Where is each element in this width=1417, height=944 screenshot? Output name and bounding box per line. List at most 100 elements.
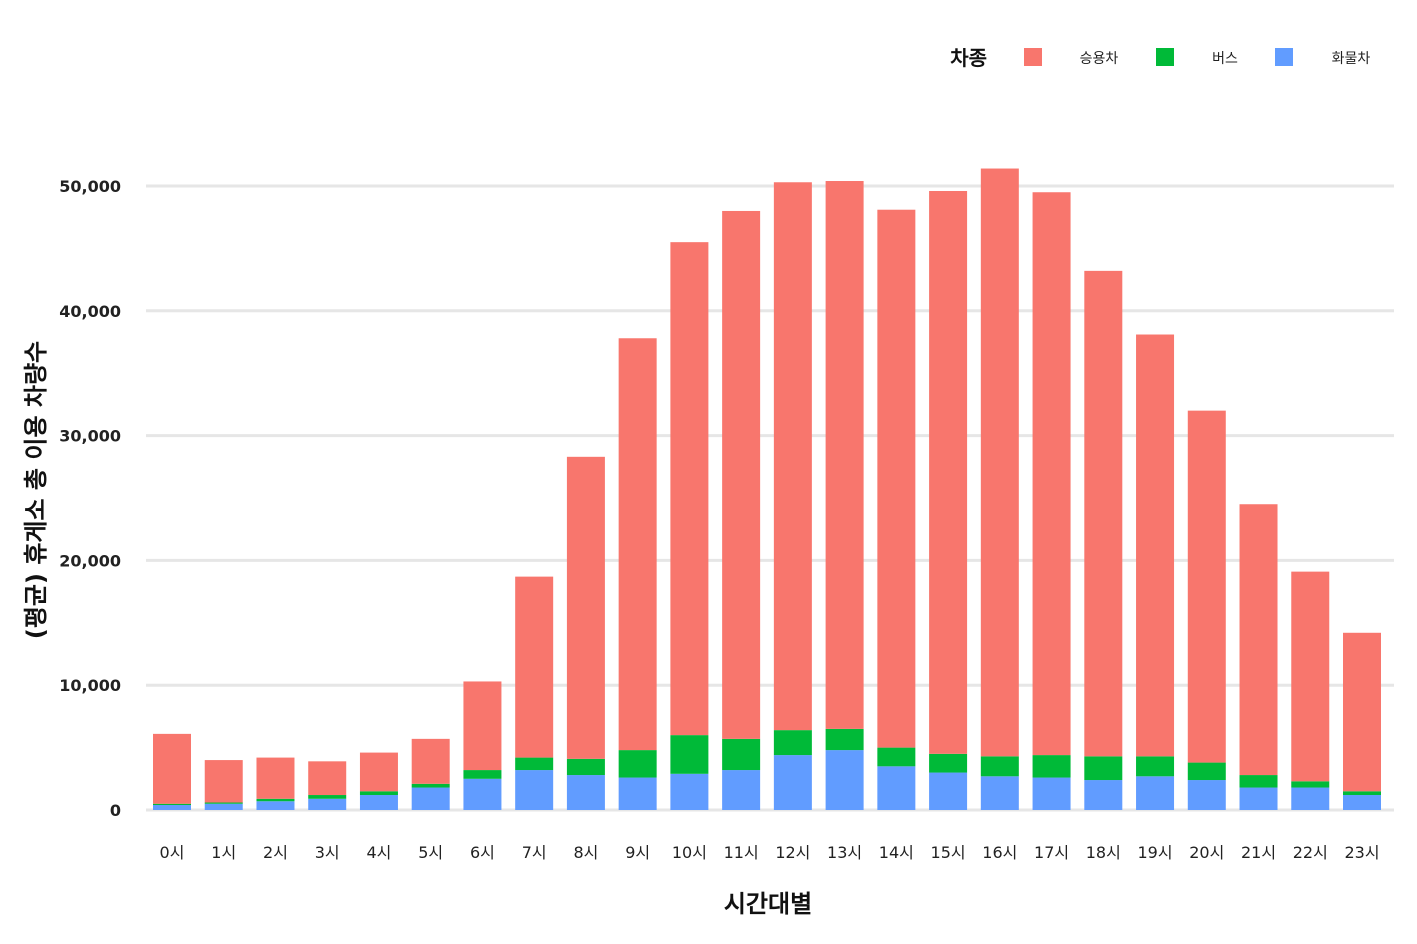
x-tick-label: 5시	[418, 843, 443, 862]
bar-segment-화물차-13시	[825, 750, 864, 810]
x-tick-label: 17시	[1034, 843, 1069, 862]
bar-segment-승용차-20시	[1187, 410, 1226, 763]
bar-segment-버스-10시	[670, 735, 709, 774]
bar-segment-화물차-4시	[359, 795, 398, 810]
bar-segment-승용차-18시	[1084, 270, 1123, 757]
bar-segment-화물차-22시	[1291, 787, 1330, 810]
bar-segment-화물차-16시	[980, 776, 1019, 810]
y-axis-title: (평균) 휴게소 총 이용 차량수	[22, 341, 50, 639]
bar-segment-버스-23시	[1343, 791, 1381, 796]
bar-segment-버스-0시	[153, 803, 191, 806]
x-tick-label: 2시	[263, 843, 288, 862]
x-tick-label: 23시	[1344, 843, 1379, 862]
x-tick-label: 9시	[625, 843, 650, 862]
bar-segment-승용차-13시	[825, 181, 864, 729]
bar-segment-화물차-11시	[722, 770, 761, 810]
legend-title: 차종	[950, 46, 987, 70]
bar-segment-승용차-15시	[929, 190, 968, 754]
bar-segment-버스-13시	[825, 728, 864, 751]
bar-segment-버스-11시	[722, 738, 761, 771]
x-tick-label: 0시	[160, 843, 185, 862]
bar-segment-버스-22시	[1291, 781, 1330, 788]
y-axis-ticks: 0 10,000 20,000 30,000 40,000 50,000	[59, 177, 121, 820]
y-tick-label: 30,000	[59, 427, 121, 446]
legend-label-화물차: 화물차	[1332, 51, 1371, 67]
bar-segment-화물차-6시	[463, 778, 502, 810]
x-axis-ticks: 0시 1시 2시 3시 4시 5시 6시 7시 8시 9시 10시 11시 12시 13시 14시 15시 16…	[160, 843, 1380, 862]
bar-segment-승용차-2시	[256, 757, 295, 799]
bar-segment-화물차-20시	[1187, 780, 1226, 810]
bar-segment-승용차-6시	[463, 681, 502, 771]
bar-segment-버스-7시	[515, 757, 554, 771]
bar-segment-버스-2시	[256, 798, 295, 802]
x-tick-label: 22시	[1293, 843, 1328, 862]
bar-segment-승용차-1시	[204, 760, 243, 803]
bar-segment-승용차-7시	[515, 576, 554, 758]
bar-segment-화물차-21시	[1239, 787, 1278, 810]
x-tick-label: 11시	[724, 843, 759, 862]
bar-segment-버스-5시	[411, 783, 450, 788]
bar-segment-버스-8시	[566, 758, 605, 776]
y-tick-label: 0	[110, 801, 121, 820]
x-tick-label: 13시	[827, 843, 862, 862]
bar-segment-버스-9시	[618, 750, 657, 778]
bar-segment-화물차-18시	[1084, 780, 1123, 810]
y-tick-label: 40,000	[59, 302, 121, 321]
bar-segment-승용차-11시	[722, 210, 761, 739]
bar-segment-버스-19시	[1136, 756, 1175, 777]
bar-segment-승용차-3시	[308, 761, 347, 796]
bar-segment-승용차-16시	[980, 168, 1019, 757]
bar-segment-버스-1시	[204, 802, 243, 804]
bar-segment-버스-15시	[929, 753, 968, 773]
y-tick-label: 50,000	[59, 177, 121, 196]
x-tick-label: 19시	[1137, 843, 1172, 862]
legend-swatch-승용차	[1024, 48, 1042, 66]
bar-segment-화물차-19시	[1136, 776, 1175, 810]
bar-segment-승용차-12시	[773, 182, 812, 731]
bar-segment-화물차-1시	[204, 803, 243, 810]
x-tick-label: 18시	[1086, 843, 1121, 862]
legend: 차종 승용차 버스 화물차	[950, 46, 1370, 70]
bar-segment-승용차-23시	[1343, 632, 1381, 792]
x-axis-title: 시간대별	[724, 890, 812, 918]
x-tick-label: 16시	[982, 843, 1017, 862]
bar-segment-화물차-10시	[670, 773, 709, 810]
x-tick-label: 6시	[470, 843, 495, 862]
bars	[153, 168, 1381, 810]
x-tick-label: 3시	[315, 843, 340, 862]
bar-segment-버스-21시	[1239, 775, 1278, 788]
bar-segment-승용차-8시	[566, 456, 605, 759]
grid-lines	[146, 184, 1394, 812]
x-tick-label: 7시	[522, 843, 547, 862]
x-tick-label: 4시	[367, 843, 392, 862]
y-tick-label: 20,000	[59, 551, 121, 570]
bar-segment-승용차-9시	[618, 338, 657, 751]
bar-segment-버스-16시	[980, 756, 1019, 777]
bar-segment-승용차-14시	[877, 209, 916, 748]
x-tick-label: 20시	[1189, 843, 1224, 862]
x-tick-label: 10시	[672, 843, 707, 862]
x-tick-label: 1시	[211, 843, 236, 862]
bar-segment-승용차-17시	[1032, 192, 1071, 756]
bar-segment-화물차-9시	[618, 777, 657, 810]
bar-segment-버스-20시	[1187, 762, 1226, 781]
legend-swatch-화물차	[1275, 48, 1293, 66]
bar-segment-승용차-22시	[1291, 571, 1330, 782]
bar-segment-버스-3시	[308, 795, 347, 799]
bar-segment-버스-18시	[1084, 756, 1123, 781]
legend-label-버스: 버스	[1212, 51, 1238, 67]
x-tick-label: 14시	[879, 843, 914, 862]
bar-segment-화물차-0시	[153, 805, 191, 810]
y-tick-label: 10,000	[59, 676, 121, 695]
legend-label-승용차: 승용차	[1080, 51, 1119, 67]
x-tick-label: 8시	[573, 843, 598, 862]
bar-segment-승용차-10시	[670, 242, 709, 736]
bar-segment-화물차-17시	[1032, 777, 1071, 810]
bar-segment-승용차-0시	[153, 733, 191, 804]
x-tick-label: 15시	[931, 843, 966, 862]
bar-segment-화물차-15시	[929, 772, 968, 810]
x-tick-label: 12시	[775, 843, 810, 862]
bar-segment-승용차-4시	[359, 752, 398, 792]
legend-swatch-버스	[1156, 48, 1174, 66]
